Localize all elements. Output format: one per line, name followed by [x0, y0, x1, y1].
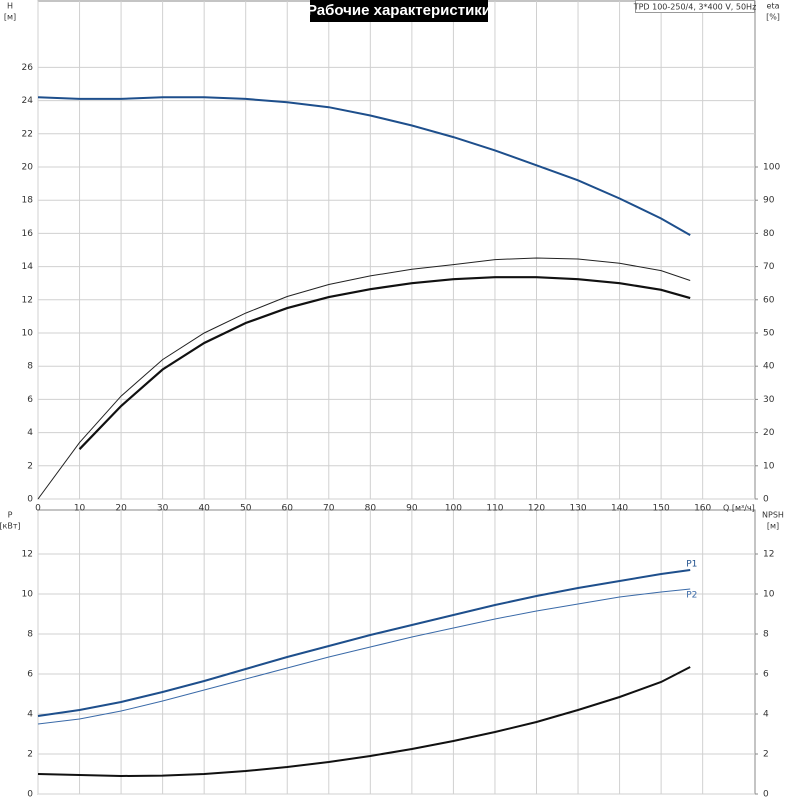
y2-tick-label: 6	[763, 670, 769, 680]
y-tick-label: 24	[22, 96, 34, 106]
x-tick-label: 60	[282, 504, 294, 514]
x-tick-label: 70	[323, 504, 335, 514]
series-line	[37, 666, 691, 778]
y-axis-label: [м]	[4, 13, 16, 22]
y2-tick-label: 0	[763, 495, 769, 505]
y-tick-label: 22	[22, 129, 33, 139]
y-tick-label: 10	[22, 329, 34, 339]
y2-axis-label: eta	[767, 2, 780, 11]
series-label: P1	[686, 560, 697, 570]
x-tick-label: 120	[528, 504, 545, 514]
x-tick-label: 130	[569, 504, 586, 514]
x-tick-label: 80	[365, 504, 377, 514]
x-axis-label: Q [м³/ч]	[723, 504, 755, 513]
x-tick-label: 160	[694, 504, 711, 514]
series-line	[37, 96, 691, 236]
y-axis-label: [кВт]	[0, 522, 21, 531]
x-tick-label: 30	[157, 504, 169, 514]
y2-axis-label: [м]	[767, 522, 779, 531]
y2-tick-label: 100	[763, 163, 780, 173]
y2-tick-label: 4	[763, 710, 769, 720]
x-tick-label: 0	[35, 504, 41, 514]
y-axis-label: P	[8, 511, 13, 520]
y-tick-label: 12	[22, 295, 33, 305]
y2-tick-label: 30	[763, 395, 775, 405]
annotation-box	[635, 0, 755, 13]
x-tick-label: 100	[445, 504, 462, 514]
series-label: P2	[686, 591, 697, 601]
y-tick-label: 10	[22, 590, 34, 600]
x-tick-label: 10	[74, 504, 86, 514]
y-tick-label: 16	[22, 229, 34, 239]
x-tick-label: 40	[198, 504, 210, 514]
x-tick-label: 50	[240, 504, 252, 514]
x-tick-label: 140	[611, 504, 628, 514]
y-tick-label: 2	[27, 750, 33, 760]
y2-tick-label: 10	[763, 461, 775, 471]
x-tick-label: 90	[406, 504, 418, 514]
series-line	[37, 569, 691, 717]
y-axis-label: H	[7, 2, 13, 11]
y2-tick-label: 2	[763, 750, 769, 760]
y2-axis-label: NPSH	[762, 511, 784, 520]
chart-title: Рабочие характеристики	[307, 2, 491, 19]
x-tick-label: 20	[115, 504, 127, 514]
y2-axis-label: [%]	[766, 13, 780, 22]
y-tick-label: 6	[27, 670, 33, 680]
y-tick-label: 14	[22, 262, 34, 272]
y-tick-label: 26	[22, 63, 34, 73]
y2-tick-label: 20	[763, 428, 775, 438]
y2-tick-label: 70	[763, 262, 775, 272]
y-tick-label: 4	[27, 710, 33, 720]
y2-tick-label: 90	[763, 196, 775, 206]
series-line	[78, 276, 691, 450]
series-line	[37, 588, 691, 725]
y-tick-label: 12	[22, 550, 33, 560]
y2-tick-label: 12	[763, 550, 774, 560]
series-line	[37, 257, 691, 500]
y2-tick-label: 10	[763, 590, 775, 600]
x-tick-label: 150	[653, 504, 670, 514]
x-tick-label: 110	[486, 504, 503, 514]
y2-tick-label: 0	[763, 790, 769, 800]
y-tick-label: 6	[27, 395, 33, 405]
y-tick-label: 4	[27, 428, 33, 438]
y-tick-label: 8	[27, 362, 33, 372]
y-tick-label: 0	[27, 495, 33, 505]
y-tick-label: 18	[22, 196, 34, 206]
y-tick-label: 2	[27, 461, 33, 471]
y2-tick-label: 8	[763, 630, 769, 640]
y-tick-label: 8	[27, 630, 33, 640]
title-box	[310, 0, 488, 22]
y2-tick-label: 60	[763, 295, 775, 305]
annotation: TPD 100-250/4, 3*400 V, 50Hz	[633, 3, 757, 12]
y2-tick-label: 50	[763, 329, 775, 339]
y-tick-label: 20	[22, 163, 34, 173]
y2-tick-label: 80	[763, 229, 775, 239]
y-tick-label: 0	[27, 790, 33, 800]
y2-tick-label: 40	[763, 362, 775, 372]
